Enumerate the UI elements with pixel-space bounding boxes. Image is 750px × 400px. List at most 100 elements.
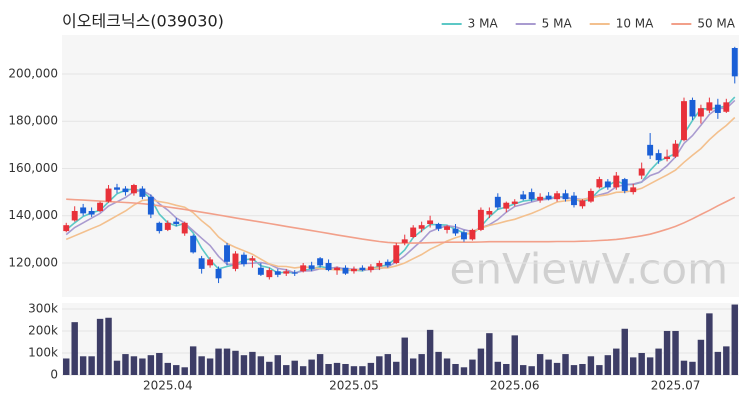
volume-bar (393, 361, 400, 375)
candle-body (638, 168, 645, 176)
candle-body (334, 267, 340, 271)
candle-body (291, 272, 298, 274)
watermark: enViewV.com (450, 245, 729, 294)
volume-bar (401, 337, 408, 375)
volume-bar (562, 354, 569, 375)
chart-title: 이오테크닉스(039030) (62, 12, 224, 31)
volume-bar (731, 304, 738, 375)
candle-body (249, 258, 256, 261)
volume-bar (156, 352, 163, 375)
candle-body (630, 187, 637, 193)
volume-bar (283, 365, 290, 375)
candle-body (494, 196, 501, 208)
candle-body (579, 200, 586, 207)
volume-bar (469, 359, 476, 375)
candle-body (181, 222, 188, 234)
candle-body (266, 270, 273, 278)
volume-bar (503, 363, 510, 375)
candle-body (655, 153, 662, 161)
volume-bar (663, 330, 671, 375)
x-tick-label: 2025.07 (651, 379, 701, 393)
volume-bar (697, 339, 705, 375)
volume-bar (71, 322, 78, 375)
volume-bar (139, 358, 146, 375)
candle-body (207, 259, 214, 266)
volume-bar (519, 365, 527, 375)
candle-body (240, 254, 247, 265)
candle-body (122, 188, 129, 193)
volume-bar (189, 346, 197, 375)
candle-body (274, 271, 281, 275)
candle-body (621, 179, 628, 191)
candle-body (714, 104, 721, 113)
volume-bar (723, 346, 730, 375)
candle-body (232, 253, 239, 269)
volume-bar (511, 335, 518, 375)
y-tick-label: 180,000 (8, 114, 58, 128)
candle-body (697, 108, 704, 117)
candle-body (401, 239, 408, 243)
volume-bar (299, 366, 307, 375)
volume-bar (409, 358, 417, 375)
candle-body (224, 245, 230, 262)
volume-bar (113, 360, 121, 375)
volume-bar (130, 356, 138, 375)
volume-bar (443, 358, 451, 375)
candle-body (461, 232, 467, 240)
volume-bar (672, 330, 679, 375)
volume-bar (376, 356, 383, 375)
volume-bar (359, 366, 366, 375)
candle-body (257, 267, 264, 275)
candle-body (604, 181, 611, 188)
volume-bar (553, 362, 561, 375)
volume-bar (333, 362, 341, 375)
candle-body (80, 207, 87, 214)
y-tick-label: 300k (28, 301, 58, 315)
candle-body (359, 267, 366, 271)
volume-bar (587, 356, 595, 375)
candle-body (418, 225, 425, 229)
volume-bar (689, 361, 696, 375)
volume-bar (173, 365, 180, 375)
ma-line (65, 116, 736, 271)
candle-body (689, 99, 696, 117)
volume-bar (494, 361, 502, 375)
volume-bar (528, 366, 535, 375)
volume-bar (122, 354, 129, 375)
volume-bar (367, 362, 375, 375)
volume-bar (655, 348, 662, 375)
volume-bar (570, 365, 578, 375)
volume-bar (223, 348, 231, 375)
candle-body (537, 196, 544, 201)
candle-body (215, 268, 222, 279)
volume-bar (257, 356, 265, 375)
volume-bar (613, 348, 620, 375)
candle-body (63, 225, 70, 232)
volume-bar (418, 354, 425, 375)
candle-body (198, 258, 205, 269)
candle-body (325, 262, 332, 271)
volume-bar (714, 351, 722, 375)
candle-body (528, 192, 535, 200)
candle-body (384, 261, 391, 266)
volume-bar (680, 360, 688, 375)
volume-bar (646, 357, 654, 375)
candle-body (427, 220, 434, 224)
y-tick-label: 0 (50, 368, 58, 382)
volume-bar (384, 354, 392, 375)
legend-label: 50 MA (697, 17, 735, 31)
candle-body (376, 262, 383, 267)
volume-bar (232, 350, 239, 375)
candle-body (477, 209, 484, 230)
x-tick-label: 2025.06 (490, 379, 540, 393)
volume-bar (63, 358, 70, 375)
volume-bar (274, 355, 282, 375)
candle-body (554, 193, 561, 200)
volume-bar (604, 355, 612, 375)
candle-body (105, 188, 112, 202)
candle-body (156, 222, 163, 232)
candle-body (164, 222, 171, 230)
volume-bar (426, 329, 434, 375)
candle-body (731, 47, 738, 77)
